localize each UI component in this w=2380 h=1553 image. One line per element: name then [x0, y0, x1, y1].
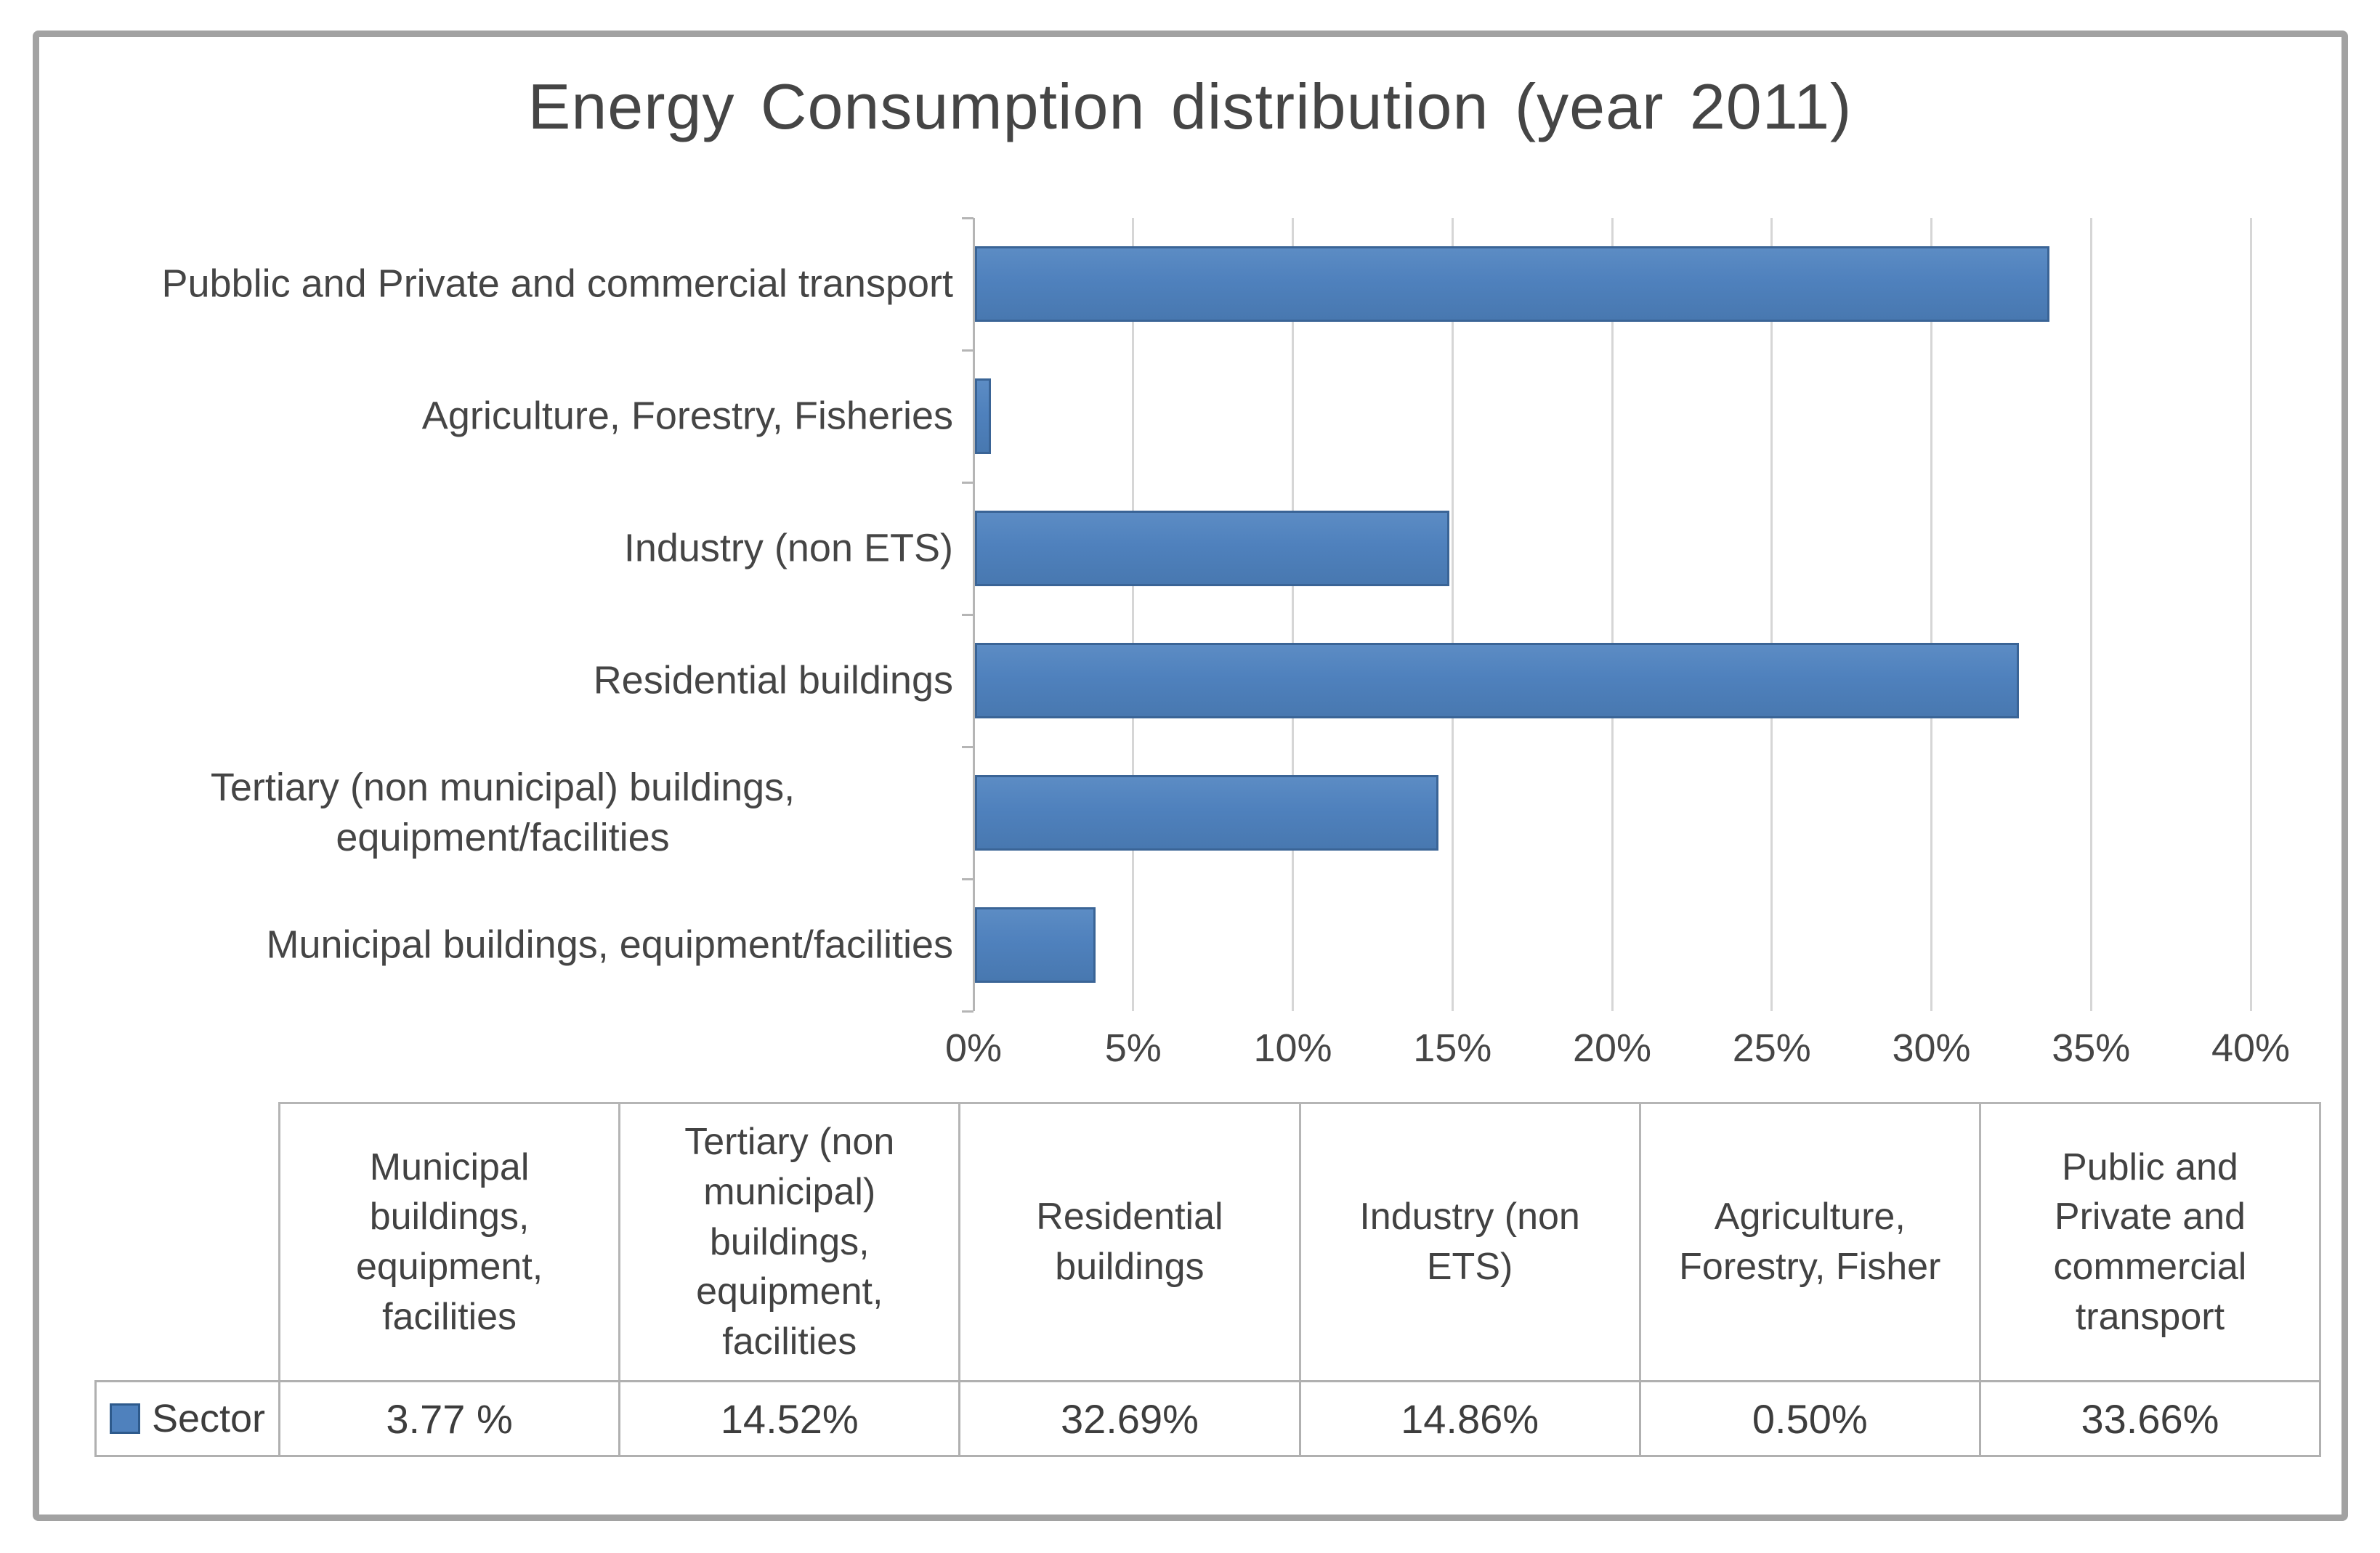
legend-color-swatch-icon: [109, 1403, 140, 1434]
gridline: [1132, 218, 1135, 1011]
legend-key: Sector: [97, 1382, 278, 1455]
category-label: Tertiary (non municipal) buildings, equi…: [210, 765, 796, 859]
axis-tick-mark: [962, 481, 974, 484]
x-tick-label: 25%: [1732, 1026, 1811, 1070]
table-value-cell: 0.50%: [1638, 1382, 1979, 1455]
gridline: [2089, 218, 2092, 1011]
table-value-cell: 32.69%: [958, 1382, 1298, 1455]
category-label: Industry (non ETS): [623, 526, 953, 570]
category-label: Residential buildings: [593, 658, 953, 702]
axis-tick-mark: [962, 349, 974, 352]
table-value-cell: 14.52%: [618, 1382, 958, 1455]
category-axis-line: [972, 218, 975, 1011]
table-header-cell: Agriculture, Forestry, Fisher: [1638, 1104, 1979, 1380]
x-tick-label: 20%: [1572, 1026, 1652, 1070]
table-value-cell: 3.77 %: [278, 1382, 618, 1455]
bar: [975, 907, 1096, 983]
bar: [975, 643, 2019, 718]
category-label: Agriculture, Forestry, Fisheries: [421, 394, 953, 438]
gridline: [2249, 218, 2252, 1011]
table-header-cell: Residential buildings: [958, 1104, 1298, 1380]
axis-tick-mark: [962, 613, 974, 616]
x-tick-label: 10%: [1253, 1026, 1332, 1070]
axis-tick-mark: [962, 1010, 974, 1013]
gridline: [1930, 218, 1932, 1011]
data-table-value-row: Sector 3.77 % 14.52% 32.69% 14.86% 0.50% 33.66…: [94, 1380, 2321, 1457]
table-header-cell: Municipal buildings, equipment, faciliti…: [355, 1146, 543, 1338]
axis-tick-mark: [962, 745, 974, 748]
x-tick-label: 5%: [1104, 1026, 1162, 1070]
x-tick-label: 30%: [1892, 1026, 1971, 1070]
bar: [975, 378, 991, 454]
gridline: [1451, 218, 1454, 1011]
x-tick-label: 0%: [944, 1026, 1003, 1070]
table-value-cell: 33.66%: [1978, 1382, 2319, 1455]
data-table-header-row: Municipal buildings, equipment, faciliti…: [278, 1102, 2321, 1380]
bar: [975, 511, 1450, 586]
category-label: Municipal buildings, equipment/facilitie…: [266, 923, 953, 967]
axis-tick-mark: [962, 877, 974, 880]
table-header-cell: Public and Private and commercial transp…: [1978, 1104, 2319, 1380]
plot-area: [962, 216, 2252, 1013]
gridline: [1611, 218, 1614, 1011]
table-header-cell: Industry (non ETS): [1298, 1104, 1639, 1380]
x-tick-label: 40%: [2211, 1026, 2291, 1070]
x-tick-label: 15%: [1413, 1026, 1492, 1070]
table-value-cell: 14.86%: [1298, 1382, 1639, 1455]
chart-title: Energy Consumption distribution (year 20…: [527, 70, 1853, 142]
table-header-cell: Tertiary (non municipal) buildings, equi…: [618, 1104, 958, 1380]
x-tick-label: 35%: [2052, 1026, 2131, 1070]
gridline: [1292, 218, 1294, 1011]
axis-tick-mark: [962, 216, 974, 219]
category-label: Pubblic and Private and commercial trans…: [161, 261, 953, 306]
bar: [975, 775, 1439, 851]
legend-label: Sector: [151, 1397, 266, 1440]
gridline: [1770, 218, 1773, 1011]
bar: [975, 246, 2050, 322]
